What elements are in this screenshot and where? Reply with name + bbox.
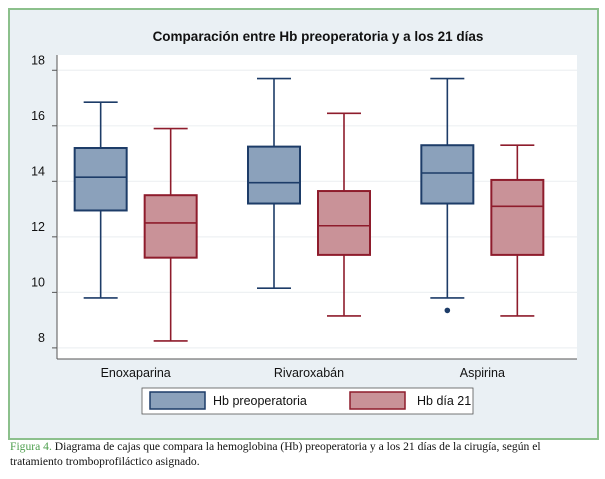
legend-swatch-hb-dia-21 — [349, 391, 406, 410]
legend-label-hb-preoperatoria: Hb preoperatoria — [213, 394, 307, 408]
caption-label: Figura 4. — [10, 440, 52, 453]
iqr-box — [143, 194, 198, 259]
iqr-box — [73, 147, 128, 212]
y-axis: 8 10 12 14 16 18 — [31, 53, 577, 360]
y-tick-label: 10 — [31, 275, 45, 289]
box-1-0 — [143, 127, 198, 342]
x-axis-labels: Enoxaparina Rivaroxabán Aspirina — [101, 366, 505, 380]
iqr-box — [420, 144, 475, 205]
legend-label-hb-dia-21: Hb día 21 — [417, 394, 471, 408]
box-0-1 — [247, 77, 301, 290]
box-0-2 — [420, 77, 475, 314]
iqr-box — [317, 190, 371, 256]
y-tick-label: 14 — [31, 164, 45, 178]
y-tick-label: 12 — [31, 220, 45, 234]
boxes — [73, 77, 545, 342]
x-category-label: Aspirina — [460, 366, 505, 380]
figure-caption: Figura 4. Diagrama de cajas que compara … — [10, 439, 590, 469]
chart-title: Comparación entre Hb preoperatoria y a l… — [153, 29, 484, 44]
box-1-2 — [490, 144, 545, 317]
legend-swatch-hb-preoperatoria — [149, 391, 206, 410]
x-category-label: Rivaroxabán — [274, 366, 344, 380]
outlier-point — [444, 307, 451, 314]
iqr-box — [247, 145, 301, 205]
caption-text: Diagrama de cajas que compara la hemoglo… — [10, 440, 541, 468]
box-plot-chart: Comparación entre Hb preoperatoria y a l… — [31, 29, 577, 415]
x-category-label: Enoxaparina — [101, 366, 171, 380]
y-tick-label: 8 — [38, 331, 45, 345]
iqr-box — [490, 178, 545, 256]
legend: Hb preoperatoria Hb día 21 — [141, 387, 474, 415]
box-1-1 — [317, 112, 371, 317]
box-0-0 — [73, 101, 128, 299]
y-tick-label: 18 — [31, 53, 45, 67]
y-tick-label: 16 — [31, 109, 45, 123]
